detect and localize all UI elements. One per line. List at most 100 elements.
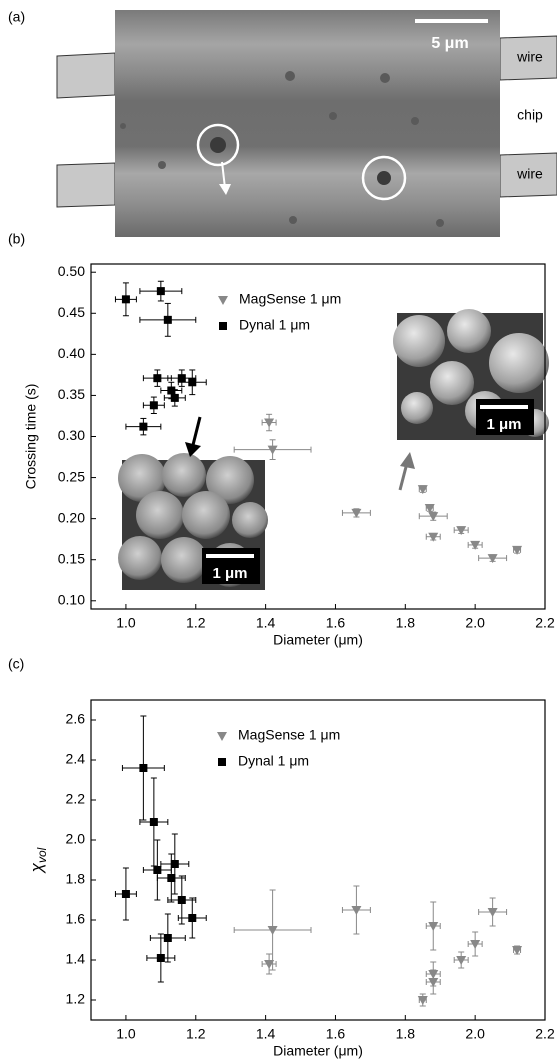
sem-particle: [447, 309, 491, 353]
bead: [377, 171, 391, 185]
panel-label: (a): [8, 9, 25, 25]
y-tick-label: 0.10: [58, 591, 85, 607]
y-tick-label: 2.4: [66, 751, 86, 767]
sem-particle: [161, 537, 207, 583]
pointer-arrow: [398, 462, 409, 491]
marker: [424, 503, 435, 513]
pointer-arrow-head: [185, 442, 201, 457]
marker: [149, 401, 158, 410]
x-tick-label: 1.6: [326, 1026, 346, 1042]
y-tick-label: 2.0: [66, 831, 86, 847]
scale-label: 1 μm: [486, 416, 521, 433]
motion-arrow-head: [219, 184, 231, 195]
marker: [217, 732, 227, 741]
marker: [219, 322, 227, 330]
marker: [351, 906, 362, 915]
x-tick-label: 2.0: [465, 615, 485, 631]
sem-particle: [232, 502, 268, 538]
y-tick-label: 1.4: [66, 951, 86, 967]
y-tick-label: 0.25: [58, 468, 85, 484]
symbol: χ: [27, 862, 46, 874]
x-axis-label: Diameter (μm): [273, 1043, 363, 1059]
scale-label: 1 μm: [212, 565, 247, 582]
sem-particle: [118, 536, 162, 580]
legend-label: MagSense 1 μm: [239, 291, 341, 307]
image-label: chip: [517, 107, 543, 123]
y-tick-label: 0.35: [58, 386, 85, 402]
sem-particle: [182, 491, 230, 539]
marker: [218, 758, 226, 766]
subscript: vol: [35, 847, 49, 863]
marker: [428, 532, 439, 542]
x-tick-label: 2.0: [465, 1026, 485, 1042]
sem-particle: [393, 315, 445, 367]
image-label: wire: [516, 49, 543, 65]
x-axis-label: Diameter (μm): [273, 632, 363, 648]
marker: [167, 874, 176, 882]
marker: [153, 866, 162, 874]
sem-particle: [162, 453, 206, 497]
marker: [170, 393, 179, 402]
marker: [417, 996, 428, 1005]
marker: [267, 926, 278, 935]
wire-lead: [56, 162, 116, 208]
marker: [456, 526, 467, 536]
legend-label: Dynal 1 μm: [239, 317, 310, 333]
marker: [487, 554, 498, 564]
y-tick-label: 0.40: [58, 345, 85, 361]
y-tick-label: 2.6: [66, 711, 86, 727]
sem-particle: [401, 392, 433, 424]
legend-label: Dynal 1 μm: [238, 753, 309, 769]
marker: [163, 934, 172, 942]
marker: [153, 374, 162, 383]
y-tick-label: 1.2: [66, 991, 86, 1007]
marker: [456, 956, 467, 965]
marker: [170, 860, 179, 868]
marker: [470, 540, 481, 550]
marker: [188, 378, 197, 387]
y-tick-label: 0.20: [58, 509, 85, 525]
marker: [351, 508, 362, 518]
marker: [163, 315, 172, 324]
sem-particle: [489, 333, 549, 393]
marker: [121, 295, 130, 304]
x-tick-label: 1.2: [186, 1026, 206, 1042]
sem-particle: [430, 361, 474, 405]
x-tick-label: 2.2: [535, 615, 555, 631]
marker: [267, 445, 278, 455]
plot-frame: [90, 699, 546, 1021]
marker: [417, 485, 428, 495]
x-tick-label: 1.4: [256, 1026, 276, 1042]
y-tick-label: 1.8: [66, 871, 86, 887]
legend-label: MagSense 1 μm: [238, 727, 340, 743]
marker: [512, 946, 523, 955]
marker: [177, 374, 186, 383]
panel-label: (c): [8, 656, 24, 672]
y-tick-label: 0.15: [58, 550, 85, 566]
motion-arrow: [221, 161, 226, 189]
sem-particle: [118, 454, 166, 502]
y-tick-label: 2.2: [66, 791, 86, 807]
y-axis-label: Crossing time (s): [23, 384, 39, 490]
x-tick-label: 1.6: [326, 615, 346, 631]
marker: [156, 954, 165, 962]
y-tick-label: 0.45: [58, 304, 85, 320]
bead: [210, 137, 226, 153]
marker: [188, 914, 197, 922]
x-tick-label: 1.4: [256, 615, 276, 631]
sem-particle: [206, 456, 254, 504]
y-tick-label: 0.30: [58, 427, 85, 443]
x-tick-label: 1.8: [396, 1026, 416, 1042]
wire-lead: [56, 52, 116, 99]
panel-label: (b): [8, 231, 25, 247]
x-tick-label: 2.2: [535, 1026, 555, 1042]
x-tick-label: 1.0: [116, 1026, 136, 1042]
marker: [121, 890, 130, 898]
marker: [264, 418, 275, 428]
marker: [264, 960, 275, 969]
marker: [428, 978, 439, 987]
marker: [512, 545, 523, 555]
scale-bar-label: 5 μm: [431, 35, 468, 52]
marker: [156, 287, 165, 296]
bead-ring: [196, 123, 240, 167]
